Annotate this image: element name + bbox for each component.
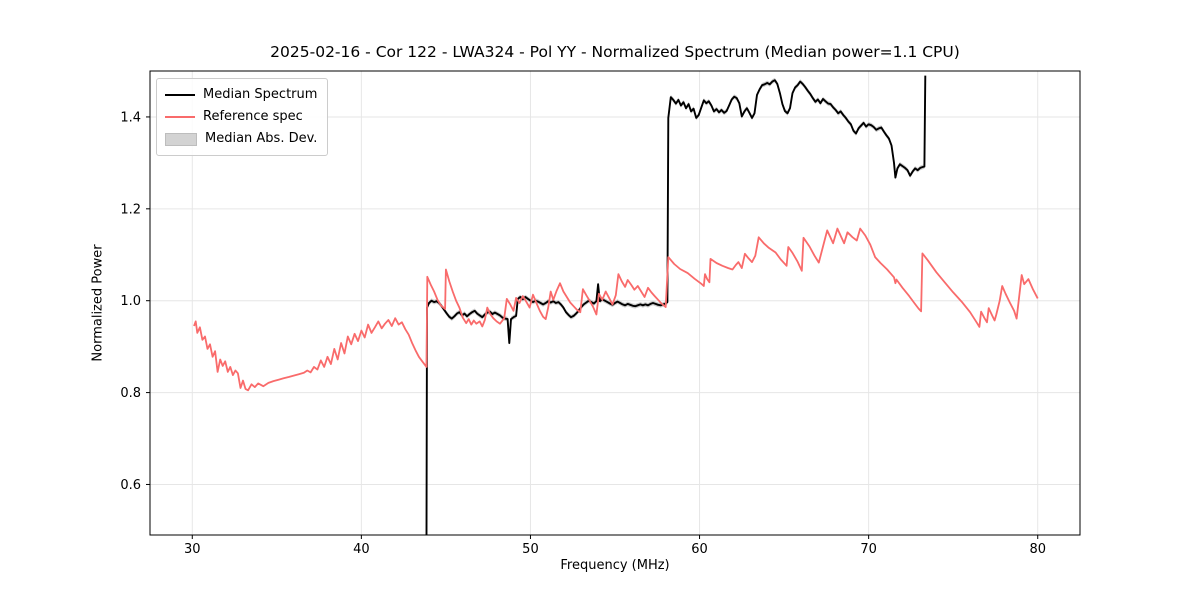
y-tick-label: 0.8 [120,386,141,401]
legend-label-median-abs-dev: Median Abs. Dev. [205,131,318,146]
x-tick-label: 80 [1029,542,1046,557]
legend-label-reference-spec: Reference spec [203,109,303,124]
y-tick-label: 0.6 [120,478,141,493]
reference-spec-line-sample [165,116,195,118]
y-tick-label: 1.2 [120,202,141,217]
median-spectrum-line-sample [165,94,195,96]
reference-spec-line [193,227,1039,392]
legend-item-median-abs-dev: Median Abs. Dev. [165,128,317,150]
median-abs-dev-patch-sample [165,132,197,146]
x-tick-label: 40 [353,542,370,557]
legend-item-median-spectrum: Median Spectrum [165,84,317,106]
legend-item-reference-spec: Reference spec [165,106,317,128]
median-abs-dev-band [426,73,926,535]
plot-frame [149,70,1081,536]
y-axis-label: Normalized Power [90,244,106,362]
legend-label-median-spectrum: Median Spectrum [203,87,318,102]
x-tick-label: 60 [691,542,708,557]
x-tick-label: 30 [184,542,201,557]
x-tick-label: 70 [860,542,877,557]
x-axis-label: Frequency (MHz) [560,558,670,573]
plot-title: 2025-02-16 - Cor 122 - LWA324 - Pol YY -… [270,43,960,61]
legend-box: Median Spectrum Reference spec Median Ab… [156,78,329,156]
y-tick-label: 1.4 [120,110,141,125]
x-tick-label: 50 [522,542,539,557]
median-spectrum-line [425,75,927,535]
y-tick-label: 1.0 [120,294,141,309]
